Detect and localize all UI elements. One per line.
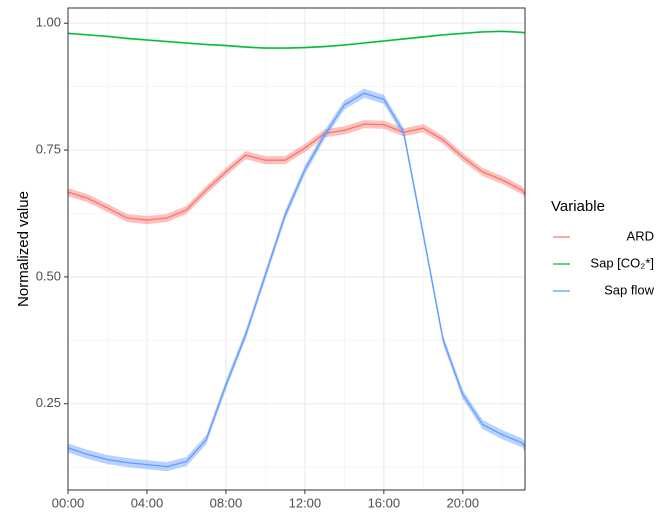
series-line: [67, 123, 526, 221]
panel-border: [67, 7, 526, 491]
series-line: [67, 30, 526, 49]
x-tick-label: 12:00: [289, 495, 322, 510]
y-tick-label: 0.75: [36, 142, 61, 157]
legend-label: Sap flow: [604, 282, 654, 297]
confidence-band: [68, 120, 525, 225]
series-line: [67, 92, 526, 468]
x-tick-label: 00:00: [52, 495, 85, 510]
x-tick-label: 04:00: [131, 495, 164, 510]
legend-title: Variable: [551, 198, 605, 215]
y-tick-label: 0.25: [36, 395, 61, 410]
x-tick-label: 16:00: [368, 495, 401, 510]
y-axis-title: Normalized value: [15, 191, 32, 307]
y-tick-label: 1.00: [36, 15, 61, 30]
x-tick-label: 20:00: [447, 495, 480, 510]
legend-label: ARD: [627, 228, 654, 243]
x-tick-label: 08:00: [210, 495, 243, 510]
y-tick-label: 0.50: [36, 268, 61, 283]
legend-label: Sap [CO₂*]: [590, 255, 654, 270]
